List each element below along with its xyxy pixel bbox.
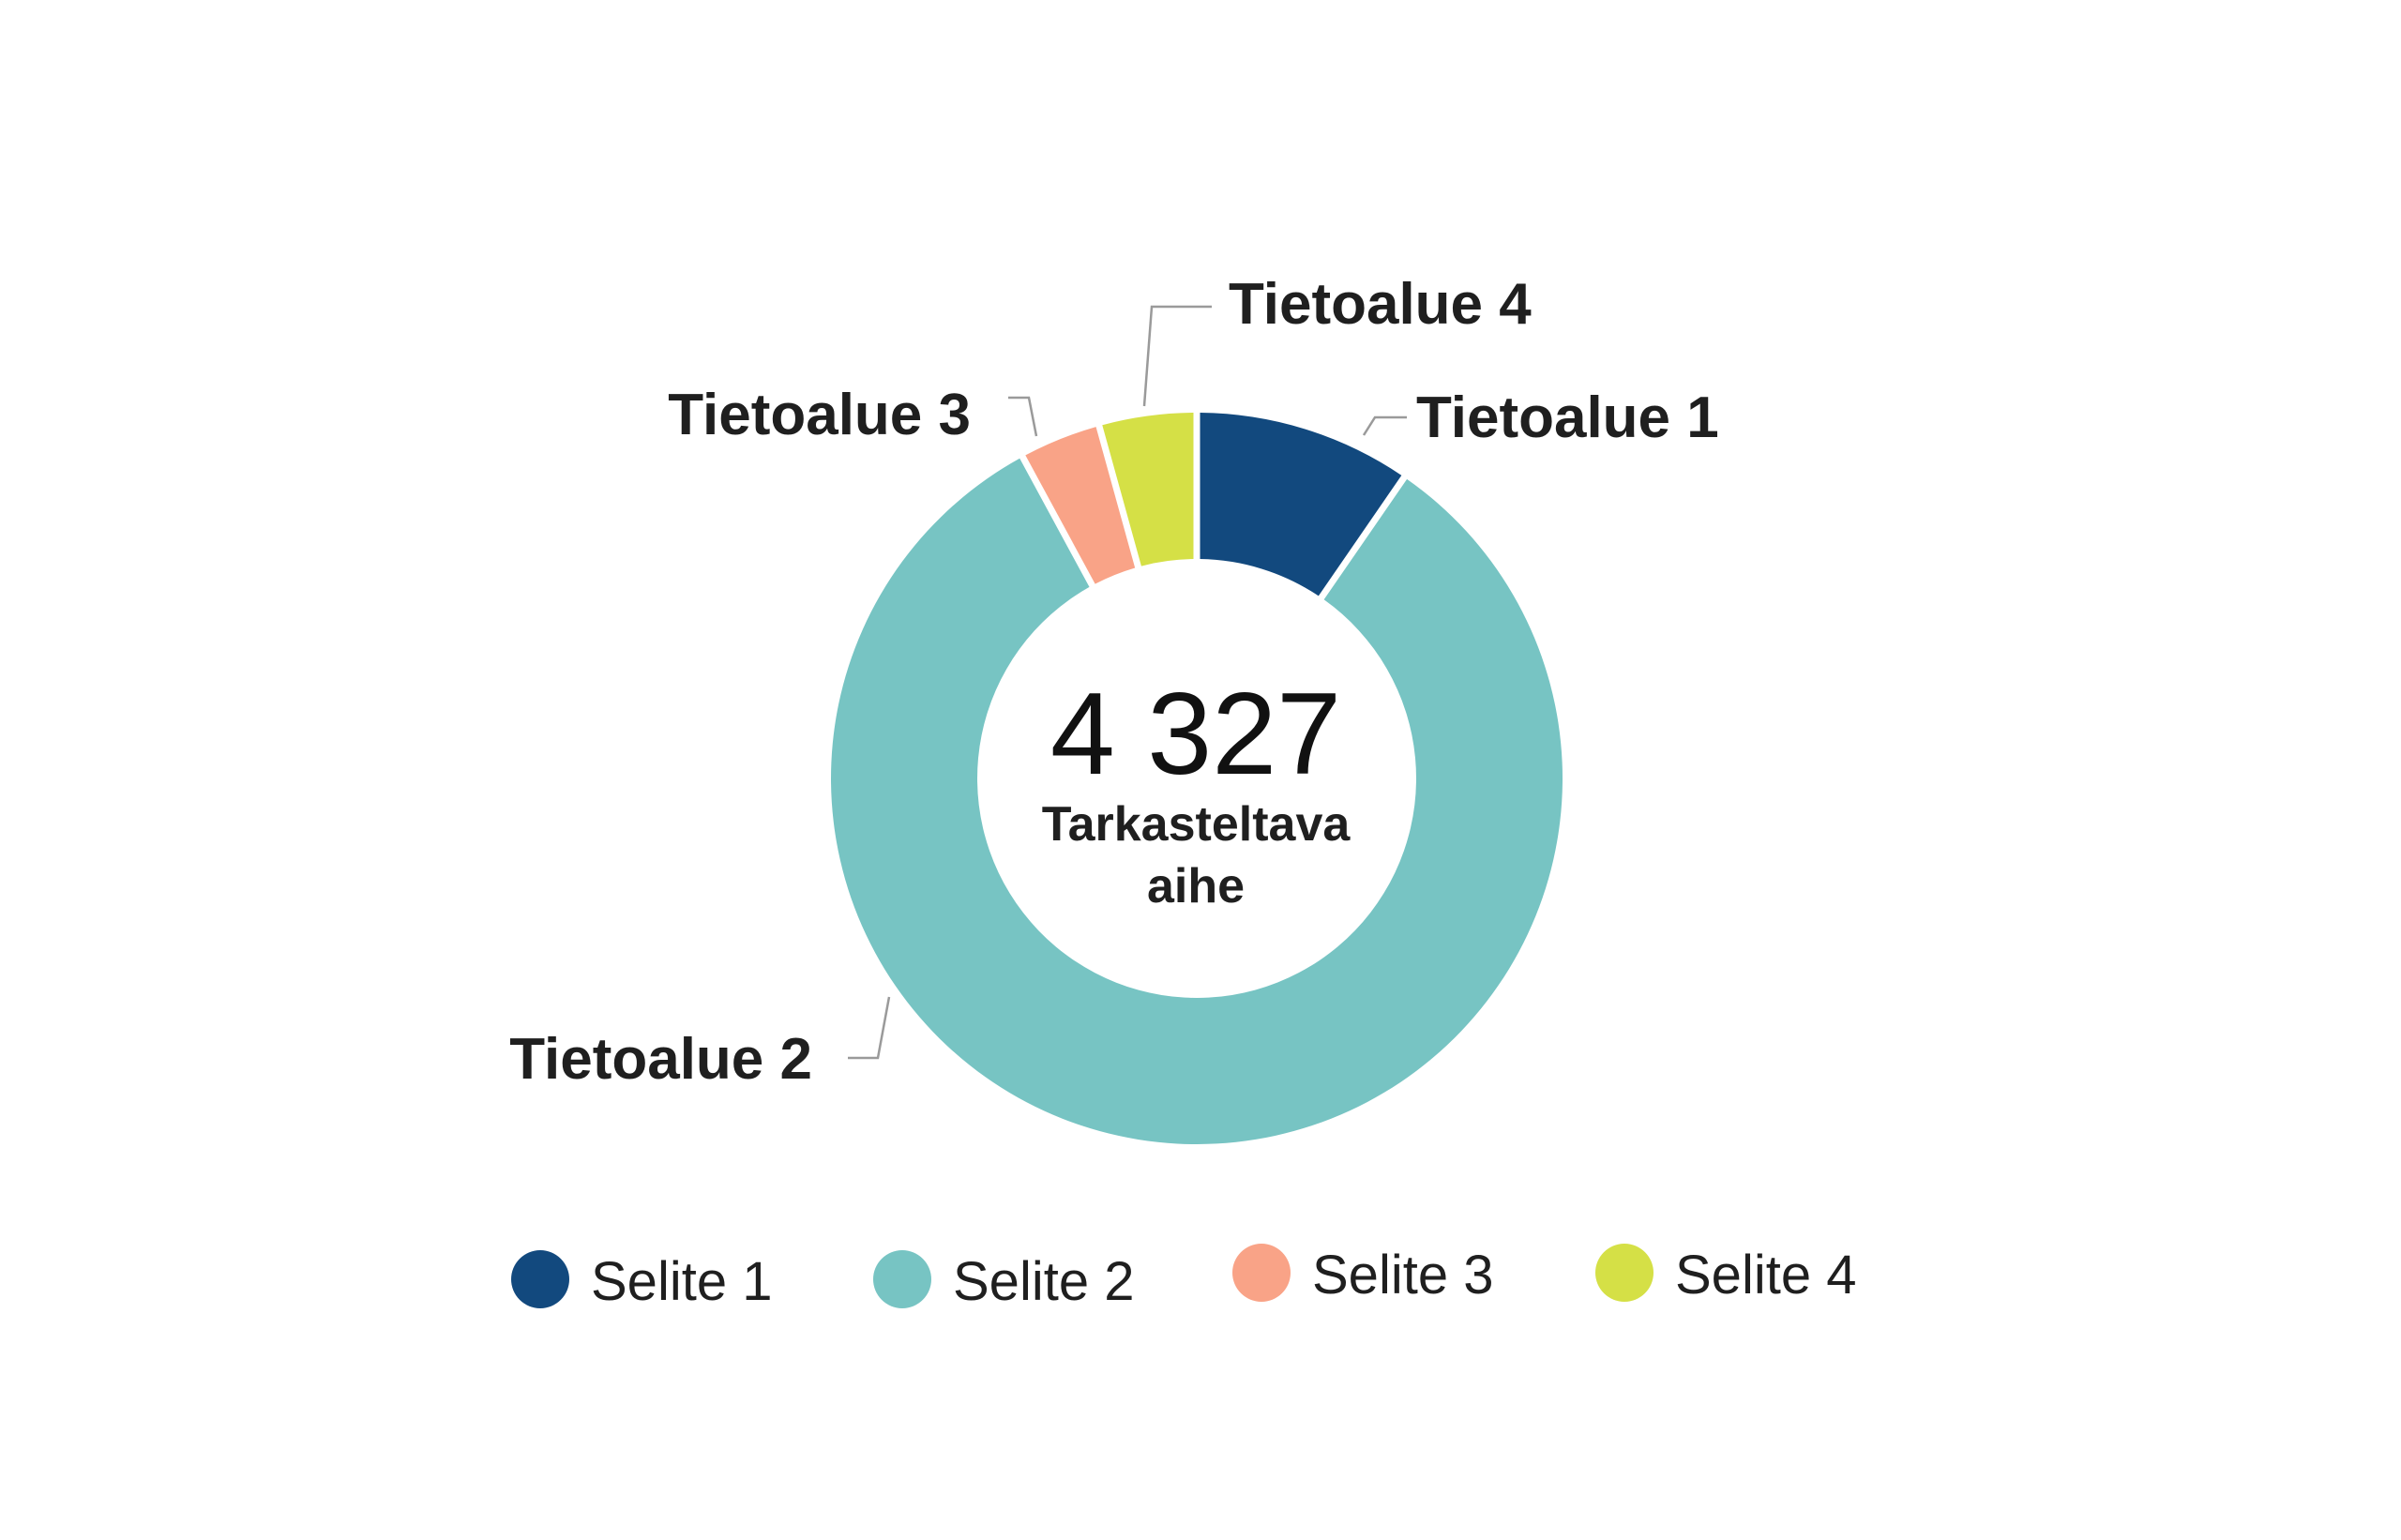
slice-label-tietoalue-1: Tietoalue 1 bbox=[1416, 385, 1719, 450]
slice-label-tietoalue-3: Tietoalue 3 bbox=[668, 383, 971, 447]
center-total-value: 4 327 bbox=[1050, 670, 1341, 799]
legend-item-selite-1[interactable]: Selite 1 bbox=[511, 1250, 772, 1312]
donut-slices bbox=[831, 413, 1563, 1145]
leader-line-tietoalue-1 bbox=[1362, 415, 1407, 436]
chart-legend: Selite 1 Selite 2 Selite 3 Selite 4 bbox=[511, 1244, 1856, 1312]
slice-tietoalue-2[interactable] bbox=[831, 458, 1563, 1145]
center-caption-line-1: Tarkasteltava bbox=[1042, 797, 1352, 852]
slice-leader-lines bbox=[848, 305, 1407, 1060]
legend-item-selite-2[interactable]: Selite 2 bbox=[873, 1250, 1134, 1312]
slice-labels: Tietoalue 1 Tietoalue 2 Tietoalue 3 Tiet… bbox=[509, 272, 1719, 1092]
legend-label-selite-3: Selite 3 bbox=[1312, 1245, 1493, 1306]
leader-line-tietoalue-3 bbox=[1008, 396, 1038, 437]
legend-item-selite-3[interactable]: Selite 3 bbox=[1232, 1244, 1493, 1306]
slice-tietoalue-1[interactable] bbox=[1200, 413, 1402, 596]
legend-label-selite-4: Selite 4 bbox=[1675, 1245, 1856, 1306]
legend-label-selite-2: Selite 2 bbox=[953, 1251, 1134, 1312]
legend-swatch-selite-2 bbox=[873, 1250, 931, 1308]
center-caption-line-2: aihe bbox=[1147, 859, 1245, 913]
slice-label-tietoalue-2: Tietoalue 2 bbox=[509, 1027, 812, 1092]
legend-swatch-selite-4 bbox=[1595, 1244, 1654, 1302]
legend-item-selite-4[interactable]: Selite 4 bbox=[1595, 1244, 1856, 1306]
slice-tietoalue-4[interactable] bbox=[1102, 413, 1194, 566]
leader-line-tietoalue-2 bbox=[848, 996, 891, 1060]
slice-label-tietoalue-4: Tietoalue 4 bbox=[1229, 272, 1532, 337]
leader-line-tietoalue-4 bbox=[1142, 305, 1212, 407]
legend-swatch-selite-1 bbox=[511, 1250, 569, 1308]
legend-swatch-selite-3 bbox=[1232, 1244, 1291, 1302]
legend-label-selite-1: Selite 1 bbox=[591, 1251, 772, 1312]
donut-center: 4 327 Tarkasteltava aihe bbox=[1042, 670, 1352, 913]
slice-tietoalue-3[interactable] bbox=[1025, 427, 1136, 584]
